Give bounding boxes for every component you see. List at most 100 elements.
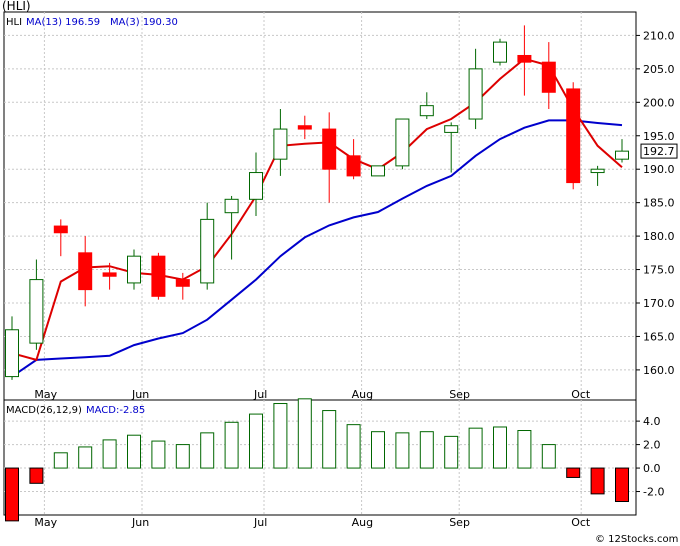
macd-month-label: Jul [253, 516, 267, 529]
candle [541, 42, 556, 109]
macd-bar-positive [444, 435, 459, 469]
price-tick-label: 175.0 [643, 264, 675, 277]
price-panel-frame [3, 11, 637, 401]
macd-month-label: Aug [352, 516, 373, 529]
candle-body-up [419, 105, 434, 117]
last-price-box [640, 143, 678, 159]
candle-body-up [395, 118, 410, 167]
macd-tick-label: 0.0 [643, 462, 661, 475]
macd-bar-positive [53, 452, 68, 469]
macd-bar-negative [29, 467, 44, 484]
month-label: Jun [131, 388, 149, 401]
candle [78, 236, 93, 307]
macd-bar-negative [5, 467, 19, 522]
candle [517, 25, 532, 96]
candle-body-down [322, 128, 337, 170]
macd-month-label: Jun [131, 516, 149, 529]
macd-bar-positive [200, 432, 215, 469]
last-price-label: 192.7 [643, 145, 675, 158]
candle [322, 112, 337, 203]
macd-bar-positive [395, 432, 410, 469]
price-tick-label: 200.0 [643, 96, 675, 109]
candle [102, 262, 117, 290]
candle [200, 202, 215, 290]
candle [444, 122, 459, 173]
candle-body-up [615, 150, 629, 160]
price-tick-label: 205.0 [643, 63, 675, 76]
month-label: May [34, 388, 57, 401]
macd-value: MACD:-2.85 [86, 405, 145, 416]
chart-title: (HLI) [2, 0, 31, 13]
candle [493, 38, 507, 66]
candle-body-up [493, 41, 507, 63]
macd-month-label: Sep [449, 516, 470, 529]
candle [5, 316, 19, 380]
candle [127, 249, 141, 290]
candle [615, 139, 629, 163]
macd-bar-positive [175, 444, 190, 469]
macd-bar-positive [371, 431, 385, 469]
candle-body-down [297, 125, 312, 130]
macd-bar-positive [127, 434, 141, 469]
macd-bar-positive [541, 444, 556, 469]
legend-ma13: MA(13) 196.59 [26, 17, 100, 28]
macd-bars [5, 398, 629, 522]
candle-body-down [346, 155, 361, 177]
candle-body-down [78, 252, 93, 291]
macd-bar-positive [224, 421, 239, 469]
legend-ticker: HLI [6, 17, 22, 28]
price-tick-label: 170.0 [643, 297, 675, 310]
macd-bar-negative [566, 467, 581, 478]
legend-ma3: MA(3) 190.30 [110, 17, 178, 28]
candle [395, 118, 410, 170]
candle-body-down [102, 272, 117, 277]
macd-tick-label: 4.0 [643, 415, 661, 428]
candle [297, 115, 312, 140]
ma13-line [11, 119, 623, 378]
candle-body-up [127, 255, 141, 284]
candle-body-up [200, 218, 215, 284]
candle-body-up [468, 68, 483, 120]
month-label: Oct [571, 388, 591, 401]
candle-body-up [273, 128, 288, 160]
macd-panel: 4.0 2.0 0.0 -2.0 MACD(26,12,9) MACD:-2.85 [3, 398, 664, 522]
price-tick-label: 185.0 [643, 197, 675, 210]
ma13-path [11, 119, 623, 378]
candle [29, 259, 44, 350]
macd-bar-positive [468, 427, 483, 469]
macd-bar-negative [615, 467, 629, 503]
macd-bar-positive [151, 440, 166, 469]
macd-bar-positive [78, 446, 93, 469]
month-label: Jul [253, 388, 267, 401]
candle [419, 92, 434, 120]
month-label: Sep [449, 388, 470, 401]
macd-y-axis: 4.0 2.0 0.0 -2.0 [636, 415, 664, 499]
macd-tick-label: -2.0 [643, 486, 664, 499]
candle [224, 195, 239, 260]
candle-body-up [444, 125, 459, 133]
macd-month-label: Oct [571, 516, 591, 529]
price-tick-label: 210.0 [643, 29, 675, 42]
macd-bar-positive [249, 413, 263, 469]
macd-bar-negative [590, 467, 605, 495]
macd-tick-label: 2.0 [643, 439, 661, 452]
last-price-tag: 192.7 [640, 143, 678, 159]
candle-body-down [566, 88, 581, 184]
macd-bar-positive [517, 430, 532, 469]
candle [346, 139, 361, 180]
macd-bar-positive [297, 398, 312, 469]
macd-bar-positive [493, 426, 507, 469]
candle [371, 165, 385, 177]
candle [175, 272, 190, 300]
candles [5, 25, 629, 380]
candle [468, 48, 483, 130]
candle [53, 219, 68, 257]
candle-body-up [224, 198, 239, 214]
macd-month-label: May [34, 516, 57, 529]
candle-body-down [175, 279, 190, 287]
macd-bar-positive [273, 403, 288, 469]
candle-body-down [541, 61, 556, 93]
macd-bar-positive [419, 431, 434, 469]
candle-body-up [590, 168, 605, 174]
